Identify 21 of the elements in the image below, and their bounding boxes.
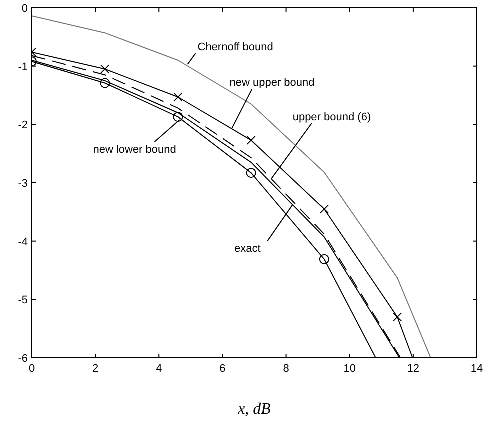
y-tick-label: -6 xyxy=(18,353,28,365)
annotation: Chernoff bound xyxy=(198,42,274,54)
y-tick-label: -3 xyxy=(18,178,28,190)
x-axis-title: x, dB xyxy=(237,401,272,418)
x-tick-label: 2 xyxy=(92,363,99,375)
x-tick-label: 0 xyxy=(28,363,36,375)
x-tick-label: 14 xyxy=(470,363,484,375)
x-tick-label: 6 xyxy=(220,363,226,375)
x-tick-label: 10 xyxy=(344,363,356,375)
y-tick-label: -5 xyxy=(18,294,28,307)
annotation: exact xyxy=(234,243,261,256)
x-tick-label: 8 xyxy=(283,363,290,375)
y-tick-label: -1 xyxy=(18,61,28,74)
x-tick-label: 12 xyxy=(407,363,420,375)
annotation: new lower bound xyxy=(93,144,176,156)
x-tick-label: 4 xyxy=(156,363,162,375)
y-tick-label: -4 xyxy=(18,236,28,248)
annotation: upper bound (6) xyxy=(292,111,372,124)
y-tick-label: -2 xyxy=(18,120,28,132)
annotation: new upper bound xyxy=(230,77,315,90)
y-tick-label: 0 xyxy=(22,3,28,15)
